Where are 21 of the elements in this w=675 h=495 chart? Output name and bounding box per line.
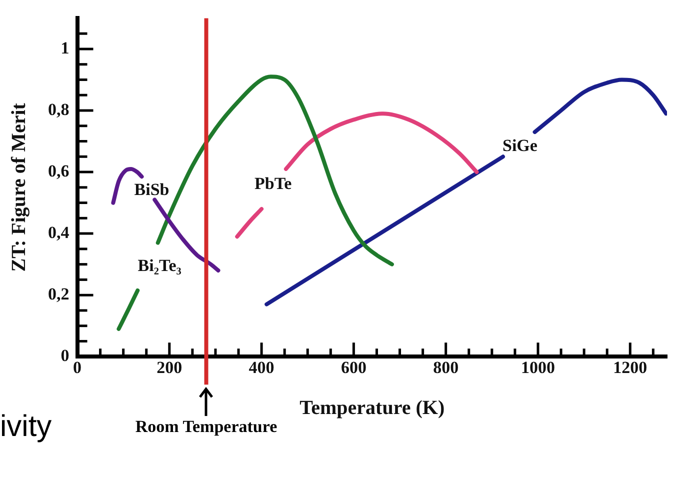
y-tick-label: 0,4 — [48, 222, 70, 242]
series-label: Bi₂Te₃ — [138, 256, 182, 275]
y-tick-label: 1 — [60, 38, 70, 58]
x-tick-label: 200 — [156, 358, 182, 378]
ref-line-label: Room Temperature — [135, 416, 278, 437]
x-tick-label: 400 — [248, 358, 274, 378]
x-tick-label: 0 — [73, 358, 82, 378]
x-tick-label: 800 — [433, 358, 459, 378]
series-label: SiGe — [502, 136, 538, 156]
text: ivity — [0, 410, 52, 444]
y-tick-label: 0,8 — [48, 100, 70, 119]
series-label: BiSb — [134, 180, 170, 200]
y-tick-label: 0,2 — [48, 284, 70, 304]
x-tick-label: 1200 — [613, 358, 648, 378]
series-label: PbTe — [254, 174, 292, 194]
y-axis-title: ZT: Figure of Merit — [8, 102, 30, 272]
x-tick-label: 1000 — [520, 358, 555, 378]
x-tick-label: 600 — [340, 358, 366, 378]
y-tick-label: 0 — [60, 346, 70, 365]
y-tick-label: 0,6 — [48, 161, 70, 180]
x-axis-title: Temperature (K) — [300, 397, 445, 420]
